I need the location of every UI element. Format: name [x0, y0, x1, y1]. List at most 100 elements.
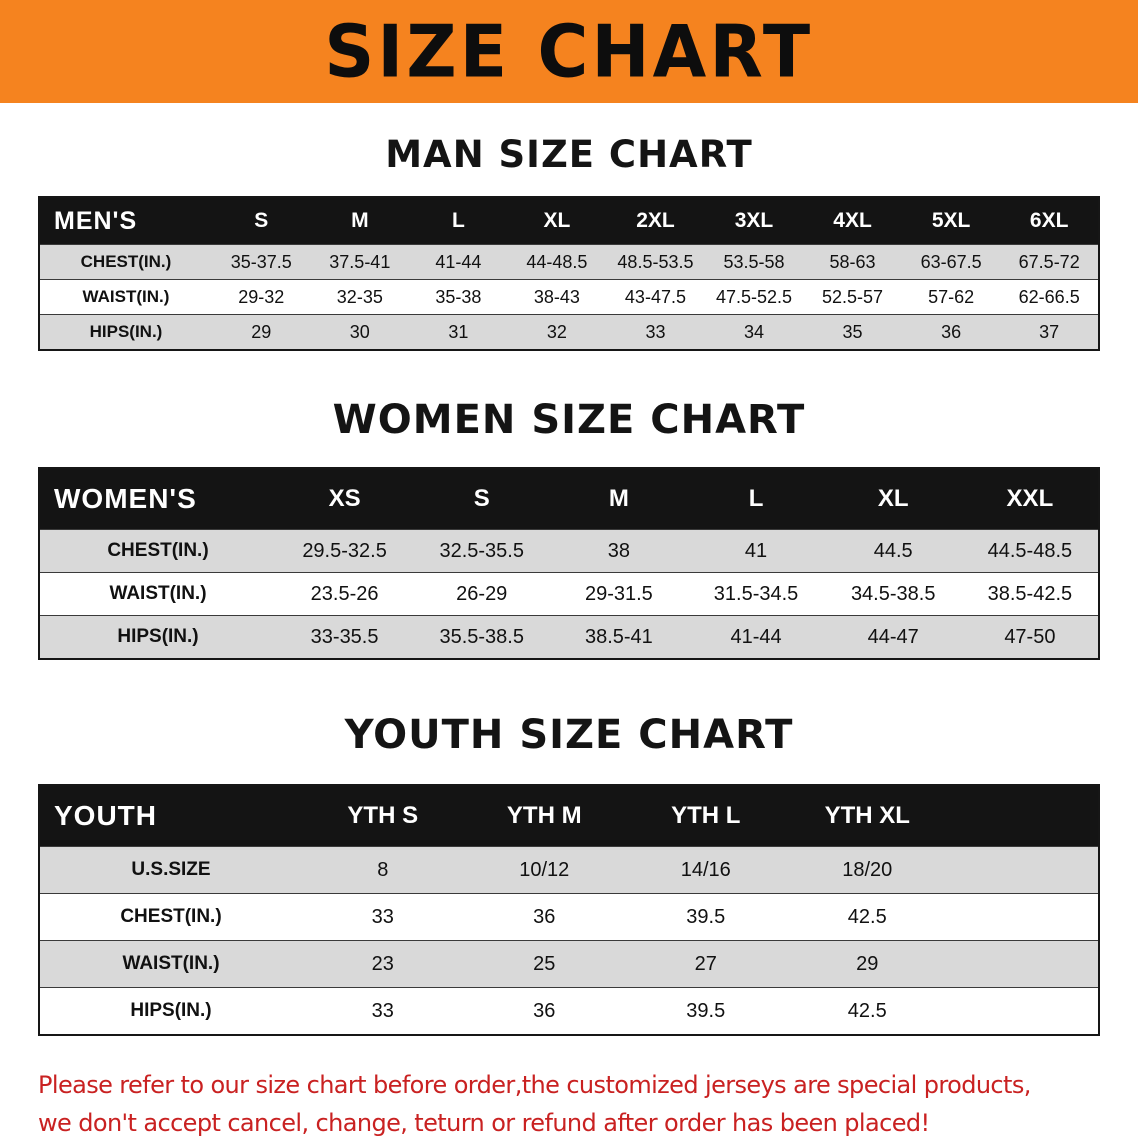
size-value: 63-67.5 [901, 244, 1001, 280]
row-label: HIPS(IN.) [39, 615, 276, 659]
column-header-yth-l: YTH L [625, 785, 787, 847]
table-head-youth: YOUTH YTH S YTH M YTH L YTH XL [39, 785, 1099, 847]
size-chart-sections: MAN SIZE CHART MEN'S S M L XL 2XL 3XL 4XL 5XL 6XL C… [0, 133, 1138, 1036]
table-body-youth: U.S.SIZE 8 10/12 14/16 18/20 CHEST(IN.) 33 36 39… [39, 846, 1099, 1036]
column-header-yth-s: YTH S [302, 785, 464, 847]
size-chart-section-men: MAN SIZE CHART MEN'S S M L XL 2XL 3XL 4XL 5XL 6XL C… [0, 133, 1138, 351]
column-header-2xl: 2XL [606, 197, 705, 245]
size-value: 34 [704, 314, 804, 350]
row-label: CHEST(IN.) [39, 529, 276, 573]
size-value: 47.5-52.5 [715, 286, 793, 307]
size-value: 38-43 [533, 286, 580, 307]
column-header-4xl: 4XL [803, 197, 902, 245]
size-value: 34.5-38.5 [850, 582, 936, 605]
size-value: 23.5-26 [310, 582, 379, 605]
size-table-women: WOMEN'S XS S M L XL XXL CHEST(IN.) 29.5-32.5 32.5… [38, 467, 1100, 660]
size-value: 32.5-35.5 [413, 529, 551, 573]
table-row: HIPS(IN.) 29 30 31 32 33 34 35 36 37 [39, 314, 1099, 350]
table-corner-label: YOUTH [39, 785, 302, 847]
spacer-cell [948, 785, 1099, 847]
table-row: WAIST(IN.) 23 25 27 29 [39, 940, 1099, 988]
table-header-row: YOUTH YTH S YTH M YTH L YTH XL [39, 785, 1099, 847]
table-header-row: MEN'S S M L XL 2XL 3XL 4XL 5XL 6XL [39, 197, 1099, 245]
column-header-m: M [310, 197, 410, 245]
size-value: 32-35 [336, 286, 383, 307]
size-value: 29 [212, 314, 311, 350]
size-value: 58-63 [803, 244, 902, 280]
size-table-men: MEN'S S M L XL 2XL 3XL 4XL 5XL 6XL CHEST(IN.) 35-37… [38, 196, 1100, 351]
size-value: 41-44 [687, 615, 825, 659]
table-wrap-women: WOMEN'S XS S M L XL XXL CHEST(IN.) 29.5-32.5 32.5… [38, 467, 1100, 660]
table-corner-label: MEN'S [39, 197, 212, 245]
row-label: CHEST(IN.) [120, 906, 222, 927]
disclaimer-note: Please refer to our size chart before or… [38, 1066, 1128, 1142]
size-value: 14/16 [625, 846, 787, 894]
size-value: 33-35.5 [276, 615, 414, 659]
size-value: 29-31.5 [584, 582, 653, 605]
size-value: 38.5-41 [550, 615, 688, 659]
table-corner-label: WOMEN'S [39, 468, 276, 530]
size-value: 39.5 [686, 999, 726, 1022]
column-header-xl: XL [824, 468, 962, 530]
table-row: CHEST(IN.) 29.5-32.5 32.5-35.5 38 41 44.5 44.5… [39, 529, 1099, 573]
size-value: 42.5 [847, 999, 887, 1022]
size-value: 36 [533, 905, 556, 928]
table-wrap-men: MEN'S S M L XL 2XL 3XL 4XL 5XL 6XL CHEST(IN.) 35-37… [38, 196, 1100, 351]
size-value: 33 [606, 314, 705, 350]
size-value: 35.5-38.5 [413, 615, 551, 659]
size-value: 33 [371, 905, 394, 928]
column-header-5xl: 5XL [901, 197, 1001, 245]
size-value: 52.5-57 [822, 286, 884, 307]
column-header-yth-m: YTH M [463, 785, 625, 847]
spacer-cell [948, 940, 1099, 988]
size-value: 48.5-53.5 [606, 244, 705, 280]
size-value: 44.5 [824, 529, 962, 573]
size-value: 10/12 [463, 846, 625, 894]
column-header-3xl: 3XL [704, 197, 804, 245]
size-value: 29.5-32.5 [276, 529, 414, 573]
size-value: 25 [463, 940, 625, 988]
table-row: U.S.SIZE 8 10/12 14/16 18/20 [39, 846, 1099, 894]
row-label: WAIST(IN.) [39, 940, 302, 988]
size-value: 36 [533, 999, 556, 1022]
table-body-women: CHEST(IN.) 29.5-32.5 32.5-35.5 38 41 44.5 44.5… [39, 529, 1099, 659]
disclaimer-line-2: we don't accept cancel, change, teturn o… [38, 1109, 930, 1137]
size-value: 31.5-34.5 [713, 582, 799, 605]
table-row: CHEST(IN.) 33 36 39.5 42.5 [39, 893, 1099, 941]
table-row: WAIST(IN.) 23.5-26 26-29 29-31.5 31.5-34.5 34… [39, 572, 1099, 616]
size-value: 37.5-41 [310, 244, 410, 280]
column-header-xs: XS [276, 468, 414, 530]
size-value: 37 [1000, 314, 1099, 350]
column-header-s: S [212, 197, 311, 245]
size-value: 30 [310, 314, 410, 350]
size-value: 23 [302, 940, 464, 988]
size-value: 62-66.5 [1018, 286, 1080, 307]
table-row: CHEST(IN.) 35-37.5 37.5-41 41-44 44-48.5 48.5… [39, 244, 1099, 280]
size-value: 44-48.5 [507, 244, 607, 280]
row-label: U.S.SIZE [39, 846, 302, 894]
size-value: 27 [625, 940, 787, 988]
size-value: 29 [786, 940, 948, 988]
size-value: 38 [550, 529, 688, 573]
size-value: 44.5-48.5 [961, 529, 1099, 573]
size-value: 53.5-58 [704, 244, 804, 280]
column-header-xl: XL [507, 197, 607, 245]
size-value: 41-44 [409, 244, 508, 280]
size-value: 67.5-72 [1000, 244, 1099, 280]
column-header-s: S [413, 468, 551, 530]
table-head-women: WOMEN'S XS S M L XL XXL [39, 468, 1099, 530]
size-value: 35-37.5 [212, 244, 311, 280]
size-chart-section-youth: YOUTH SIZE CHART YOUTH YTH S YTH M YTH L YTH … [0, 712, 1138, 1036]
size-value: 32 [507, 314, 607, 350]
disclaimer-line-1: Please refer to our size chart before or… [38, 1071, 1031, 1099]
row-label: HIPS(IN.) [39, 314, 212, 350]
size-value: 41 [687, 529, 825, 573]
size-value: 39.5 [686, 905, 726, 928]
table-wrap-youth: YOUTH YTH S YTH M YTH L YTH XL U.S.SIZE 8 10/12… [38, 784, 1100, 1036]
row-label: HIPS(IN.) [130, 1000, 212, 1021]
table-body-men: CHEST(IN.) 35-37.5 37.5-41 41-44 44-48.5 48.5… [39, 244, 1099, 350]
spacer-cell [948, 846, 1099, 894]
size-value: 35 [803, 314, 902, 350]
column-header-l: L [409, 197, 508, 245]
size-value: 42.5 [847, 905, 887, 928]
